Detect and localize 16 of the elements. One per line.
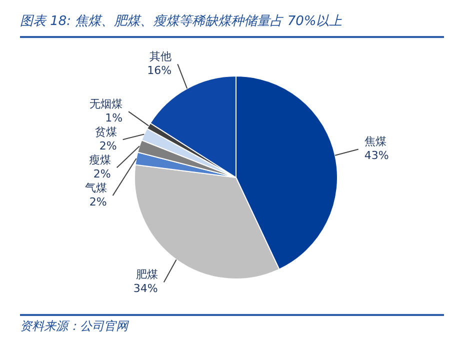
data-label: 1% bbox=[105, 111, 123, 124]
text: 资料来源：公司官网 bbox=[20, 314, 444, 335]
chart-title: 图表 18: 焦煤、肥煤、瘦煤等稀缺煤种储量占 70%以上 bbox=[20, 12, 444, 38]
data-label: 43% bbox=[364, 149, 389, 162]
slice-label: 贫煤 bbox=[94, 125, 117, 138]
data-label: 34% bbox=[133, 282, 158, 296]
data-label: 2% bbox=[89, 195, 107, 208]
data-label: 2% bbox=[99, 139, 117, 152]
slice-label: 焦煤 bbox=[364, 135, 386, 148]
slice-label: 其他 bbox=[150, 50, 172, 63]
data-label: 2% bbox=[93, 167, 111, 180]
slice-label: 无烟煤 bbox=[90, 97, 123, 110]
slice-label: 肥煤 bbox=[136, 268, 158, 282]
slice-label: 气煤 bbox=[84, 181, 107, 194]
slice-label: 瘦煤 bbox=[88, 153, 111, 166]
data-label: 16% bbox=[147, 64, 172, 77]
